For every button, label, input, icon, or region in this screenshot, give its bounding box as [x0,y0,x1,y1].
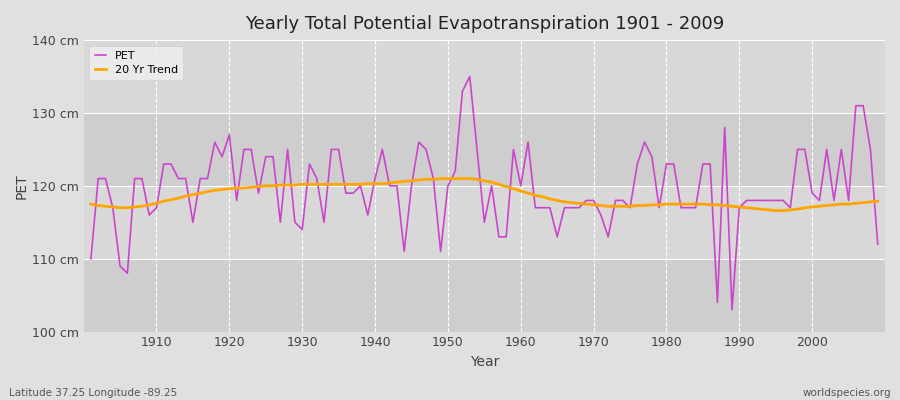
20 Yr Trend [347,182,358,187]
Line: PET: PET [91,76,878,310]
PET [144,212,155,217]
Bar [84,186,885,259]
Legend: PET, 20 Yr Trend: PET, 20 Yr Trend [89,46,184,80]
Bar [84,40,885,113]
X-axis label: Year: Year [470,355,499,369]
20 Yr Trend [516,188,526,193]
20 Yr Trend [872,199,883,204]
PET [610,198,621,203]
PET [872,242,883,246]
PET [516,184,526,188]
PET [523,140,534,144]
Text: worldspecies.org: worldspecies.org [803,388,891,398]
Y-axis label: PET: PET [15,173,29,199]
Line: 20 Yr Trend: 20 Yr Trend [91,178,878,211]
Text: Latitude 37.25 Longitude -89.25: Latitude 37.25 Longitude -89.25 [9,388,177,398]
20 Yr Trend [610,204,621,209]
Bar [84,113,885,186]
PET [464,74,475,79]
PET [86,256,96,261]
PET [726,307,737,312]
20 Yr Trend [523,191,534,196]
20 Yr Trend [770,208,781,213]
Title: Yearly Total Potential Evapotranspiration 1901 - 2009: Yearly Total Potential Evapotranspiratio… [245,15,724,33]
PET [304,162,315,166]
Bar [84,259,885,332]
20 Yr Trend [144,202,155,207]
20 Yr Trend [304,182,315,187]
20 Yr Trend [86,202,96,206]
20 Yr Trend [436,176,446,181]
PET [347,191,358,196]
